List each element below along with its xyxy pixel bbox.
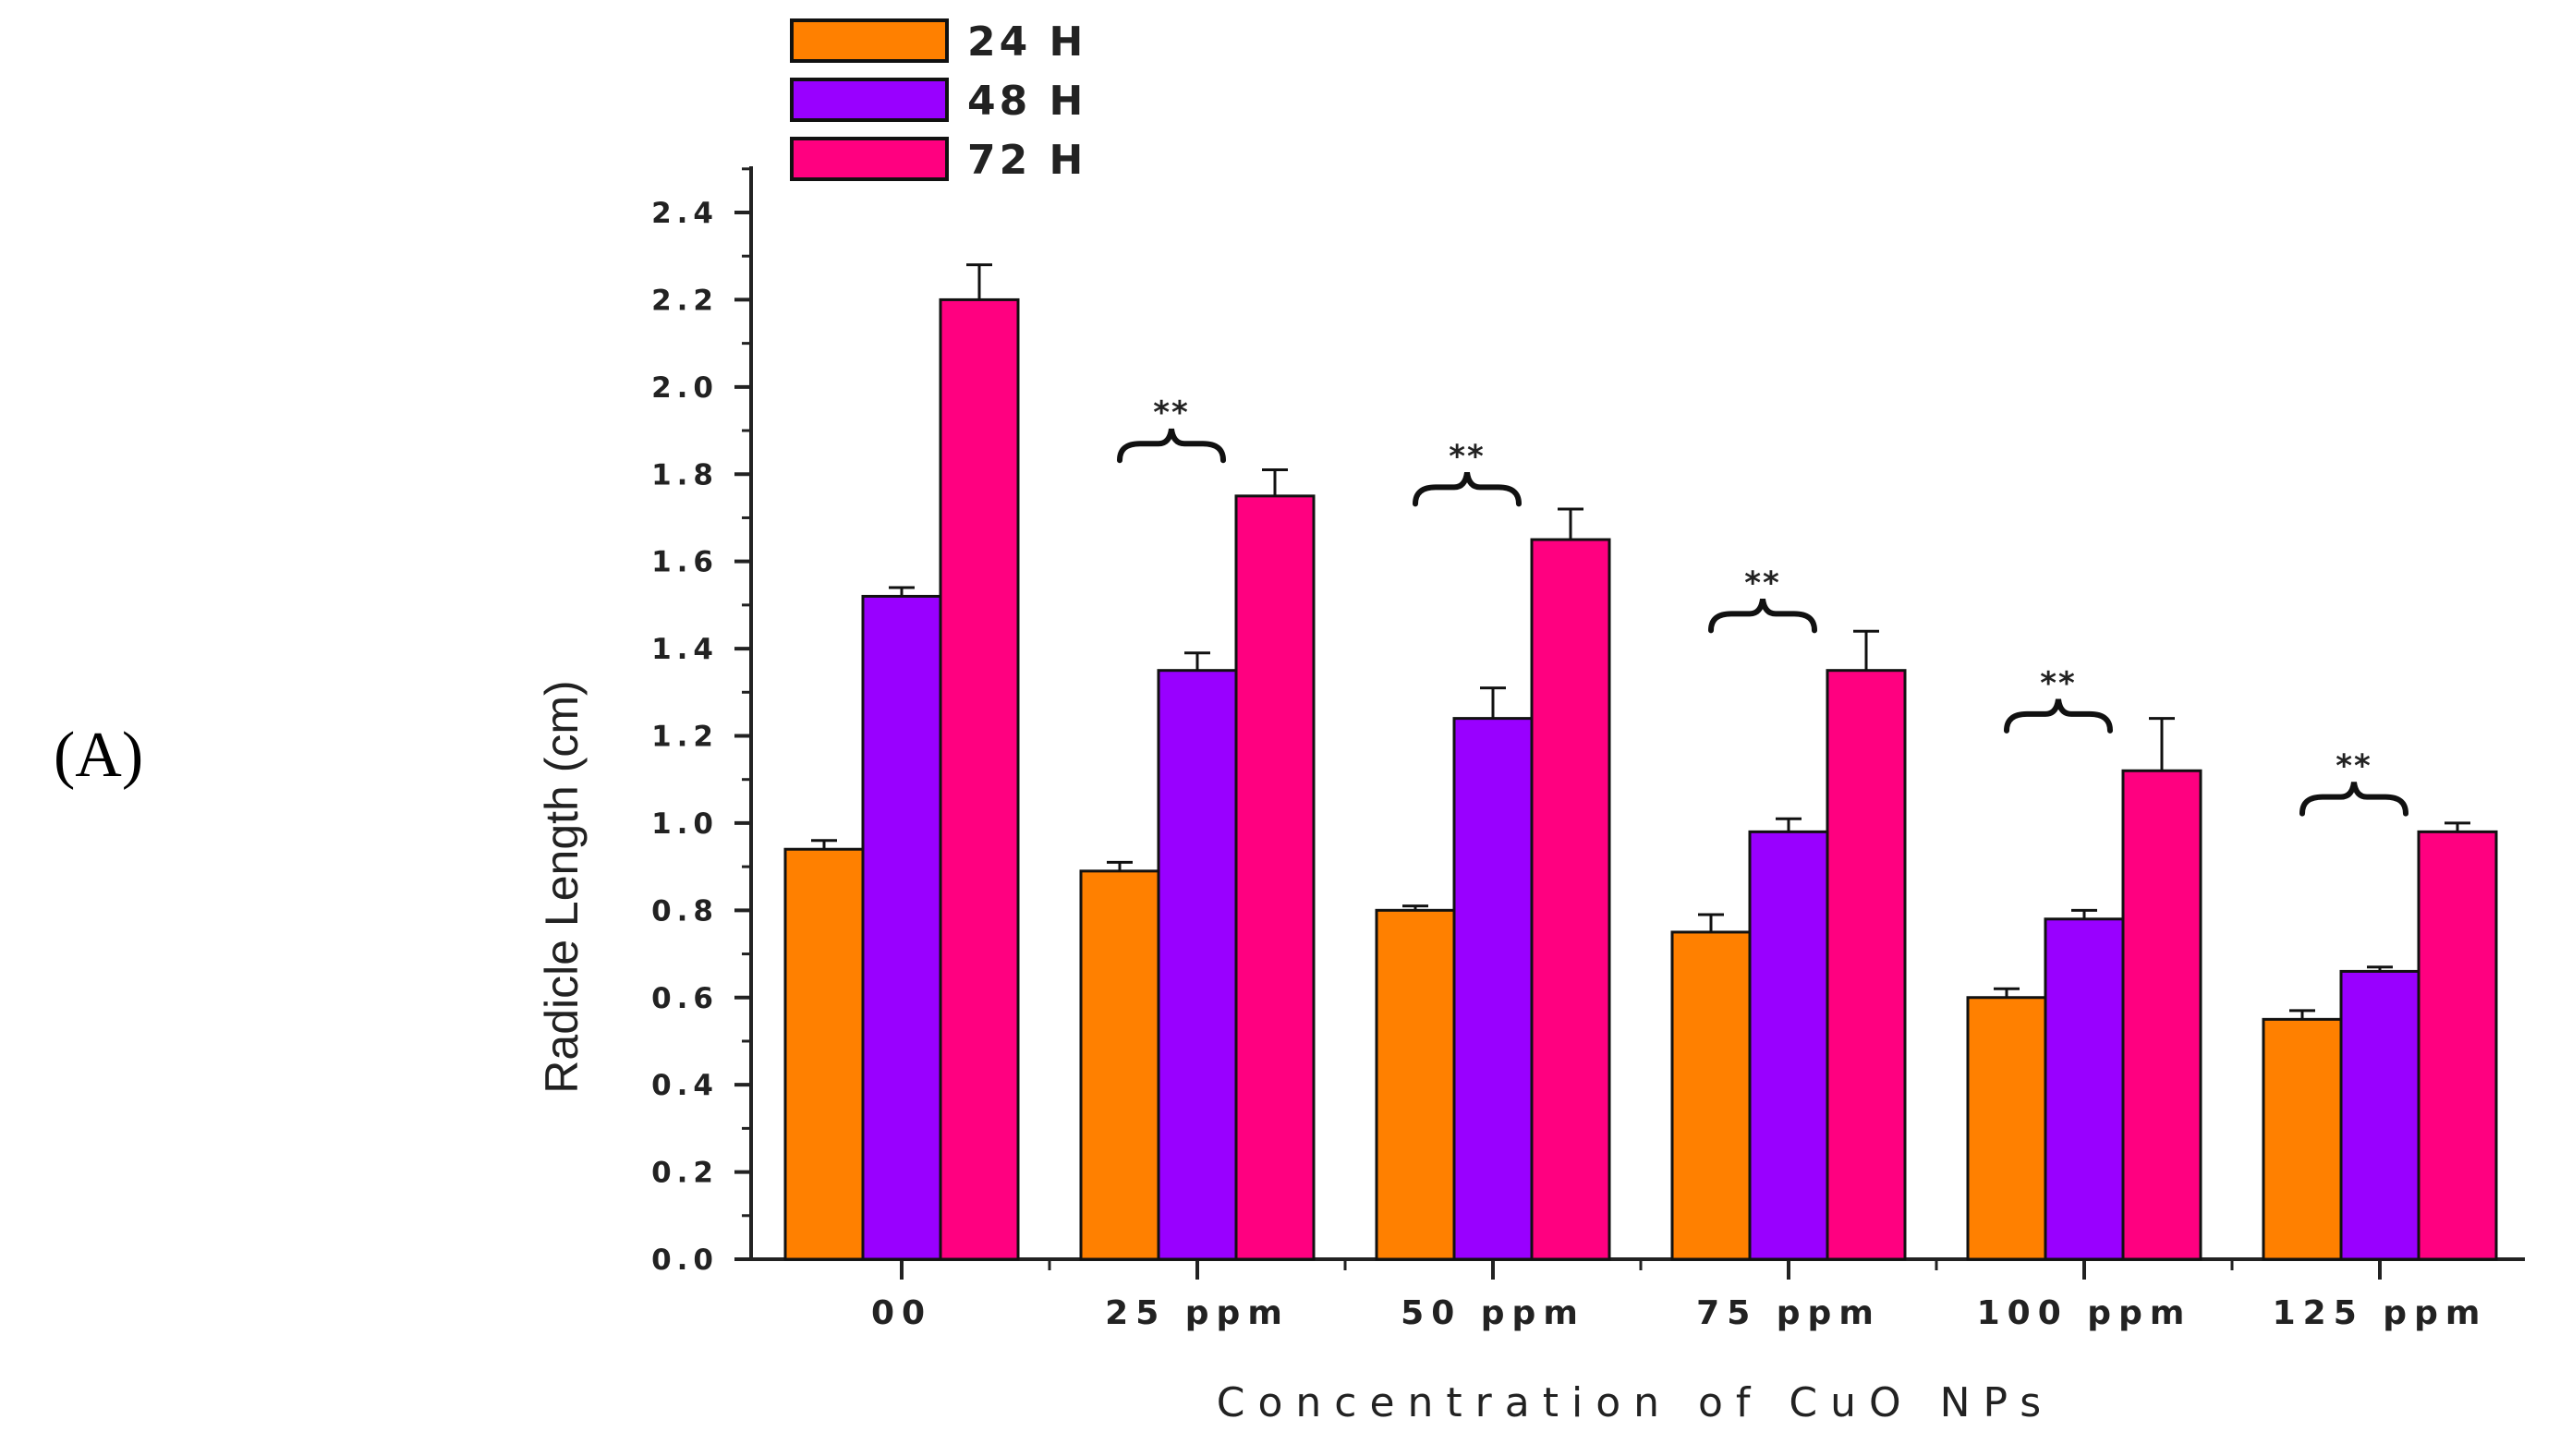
significance-label: ** bbox=[1449, 438, 1486, 475]
y-tick-label: 2.4 bbox=[651, 197, 719, 230]
y-tick-label: 1.6 bbox=[651, 546, 719, 579]
legend-swatch bbox=[790, 78, 949, 122]
legend-label: 72 H bbox=[967, 137, 1086, 184]
legend: 24 H 48 H 72 H bbox=[790, 18, 1086, 184]
y-tick-label: 0.2 bbox=[651, 1157, 719, 1190]
y-tick-label: 2.2 bbox=[651, 284, 719, 317]
significance-label: ** bbox=[2336, 748, 2372, 785]
bar bbox=[2417, 830, 2498, 1261]
bar bbox=[2121, 769, 2202, 1261]
x-tick-label: 125 ppm bbox=[2273, 1294, 2488, 1332]
bar bbox=[1234, 494, 1316, 1261]
y-tick-label: 0.4 bbox=[651, 1069, 719, 1102]
bar bbox=[2044, 917, 2125, 1261]
bar bbox=[1966, 996, 2047, 1261]
bar bbox=[939, 297, 1020, 1261]
error-bars bbox=[811, 263, 2470, 1020]
significance-brace bbox=[1708, 598, 1817, 634]
y-tick-label: 1.4 bbox=[651, 633, 719, 666]
x-axis-title: Concentration of CuO NPs bbox=[1217, 1379, 2054, 1426]
bar bbox=[1452, 717, 1534, 1261]
y-tick-label: 1.8 bbox=[651, 458, 719, 491]
x-axis: 00 25 ppm 50 ppm 75 ppm 100 ppm 125 ppm bbox=[751, 1257, 2525, 1332]
significance-brace bbox=[2299, 782, 2408, 817]
bar bbox=[1670, 930, 1752, 1261]
y-tick-label: 2.0 bbox=[651, 371, 719, 405]
legend-label: 48 H bbox=[967, 78, 1086, 125]
y-tick-label: 1.2 bbox=[651, 721, 719, 754]
bar bbox=[2262, 1017, 2343, 1261]
significance-brace bbox=[2004, 698, 2113, 734]
bar bbox=[1748, 830, 1829, 1261]
bar bbox=[783, 847, 865, 1261]
y-tick-label: 1.0 bbox=[651, 807, 719, 841]
bar bbox=[1079, 869, 1160, 1261]
legend-label: 24 H bbox=[967, 18, 1086, 66]
bars bbox=[783, 297, 2498, 1261]
x-tick-label: 75 ppm bbox=[1696, 1294, 1881, 1332]
bar bbox=[861, 594, 942, 1261]
y-tick-label: 0.6 bbox=[651, 982, 719, 1015]
x-tick-label: 00 bbox=[871, 1294, 932, 1332]
x-tick-label: 25 ppm bbox=[1105, 1294, 1290, 1332]
significance-label: ** bbox=[1744, 564, 1781, 601]
legend-swatch bbox=[790, 18, 949, 63]
y-tick-label: 0.8 bbox=[651, 894, 719, 928]
bar bbox=[1530, 538, 1611, 1261]
significance-label: ** bbox=[1153, 394, 1190, 431]
significance-brace bbox=[1117, 428, 1226, 464]
x-tick-label: 100 ppm bbox=[1977, 1294, 2192, 1332]
y-axis-title: Radicle Length (cm) bbox=[536, 680, 588, 1093]
y-tick-label: 0.0 bbox=[651, 1244, 719, 1277]
bar bbox=[1157, 669, 1238, 1261]
significance-brace bbox=[1413, 471, 1522, 507]
bar bbox=[1826, 669, 1907, 1261]
y-axis: 0.0 0.2 0.4 0.6 0.8 1.0 1.2 1.4 1.6 1.8 2.0 2.2 2.4 bbox=[651, 166, 753, 1277]
significance-label: ** bbox=[2040, 665, 2077, 702]
legend-swatch bbox=[790, 137, 949, 181]
significance-marks: ** ** ** ** ** bbox=[1117, 394, 2408, 817]
panel-label: (A) bbox=[54, 720, 143, 791]
bar bbox=[2339, 969, 2420, 1261]
x-tick-label: 50 ppm bbox=[1401, 1294, 1585, 1332]
bar bbox=[1375, 908, 1456, 1261]
